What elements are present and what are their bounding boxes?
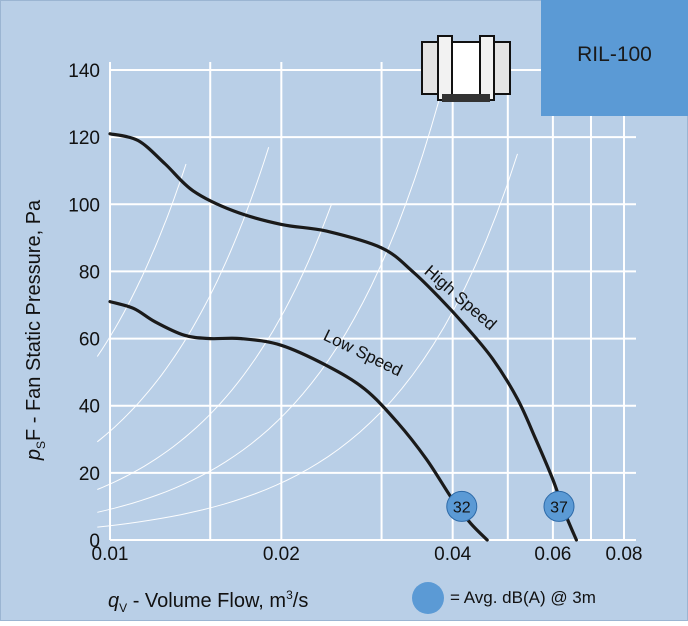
- x-tick-label: 0.06: [534, 544, 571, 565]
- x-tick-label: 0.04: [434, 544, 471, 565]
- y-tick-label: 100: [68, 195, 100, 216]
- x-tick-label: 0.08: [606, 544, 643, 565]
- x-axis-label: qV - Volume Flow, m3/s: [108, 588, 308, 615]
- axes: 0 20 40 60 80 100 120 140 0.01 0.02 0.04 0.06 0.08: [68, 61, 642, 565]
- x-tick-label: 0.02: [263, 544, 300, 565]
- db-marker-label: 32: [453, 499, 471, 516]
- axis-labels: pSF - Fan Static Pressure, Pa qV - Volume…: [23, 199, 308, 615]
- resistance-curve: [97, 153, 518, 528]
- fan-icon: [421, 35, 511, 102]
- legend-marker-swatch: [412, 582, 444, 614]
- y-axis-label: pSF - Fan Static Pressure, Pa: [23, 199, 48, 461]
- legend-text: = Avg. dB(A) @ 3m: [450, 588, 596, 607]
- resistance-curve: [97, 96, 441, 513]
- y-tick-label: 60: [79, 330, 100, 351]
- db-marker: [543, 490, 575, 522]
- y-tick-label: 0: [89, 531, 100, 552]
- db-marker: [446, 490, 478, 522]
- y-tick-label: 40: [79, 397, 100, 418]
- y-tick-label: 120: [68, 128, 100, 149]
- model-badge: RIL-100: [541, 0, 688, 116]
- y-tick-label: 140: [68, 61, 100, 82]
- db-marker-label: 37: [550, 499, 568, 516]
- system-resistance-curves: [96, 96, 518, 528]
- y-tick-label: 80: [79, 262, 100, 283]
- resistance-curve: [96, 147, 270, 443]
- resistance-curve: [97, 204, 332, 490]
- y-tick-label: 20: [79, 464, 100, 485]
- x-tick-label: 0.01: [92, 544, 129, 565]
- series-line-high-speed: [108, 132, 578, 542]
- resistance-curve: [96, 163, 187, 357]
- legend: = Avg. dB(A) @ 3m: [412, 582, 596, 614]
